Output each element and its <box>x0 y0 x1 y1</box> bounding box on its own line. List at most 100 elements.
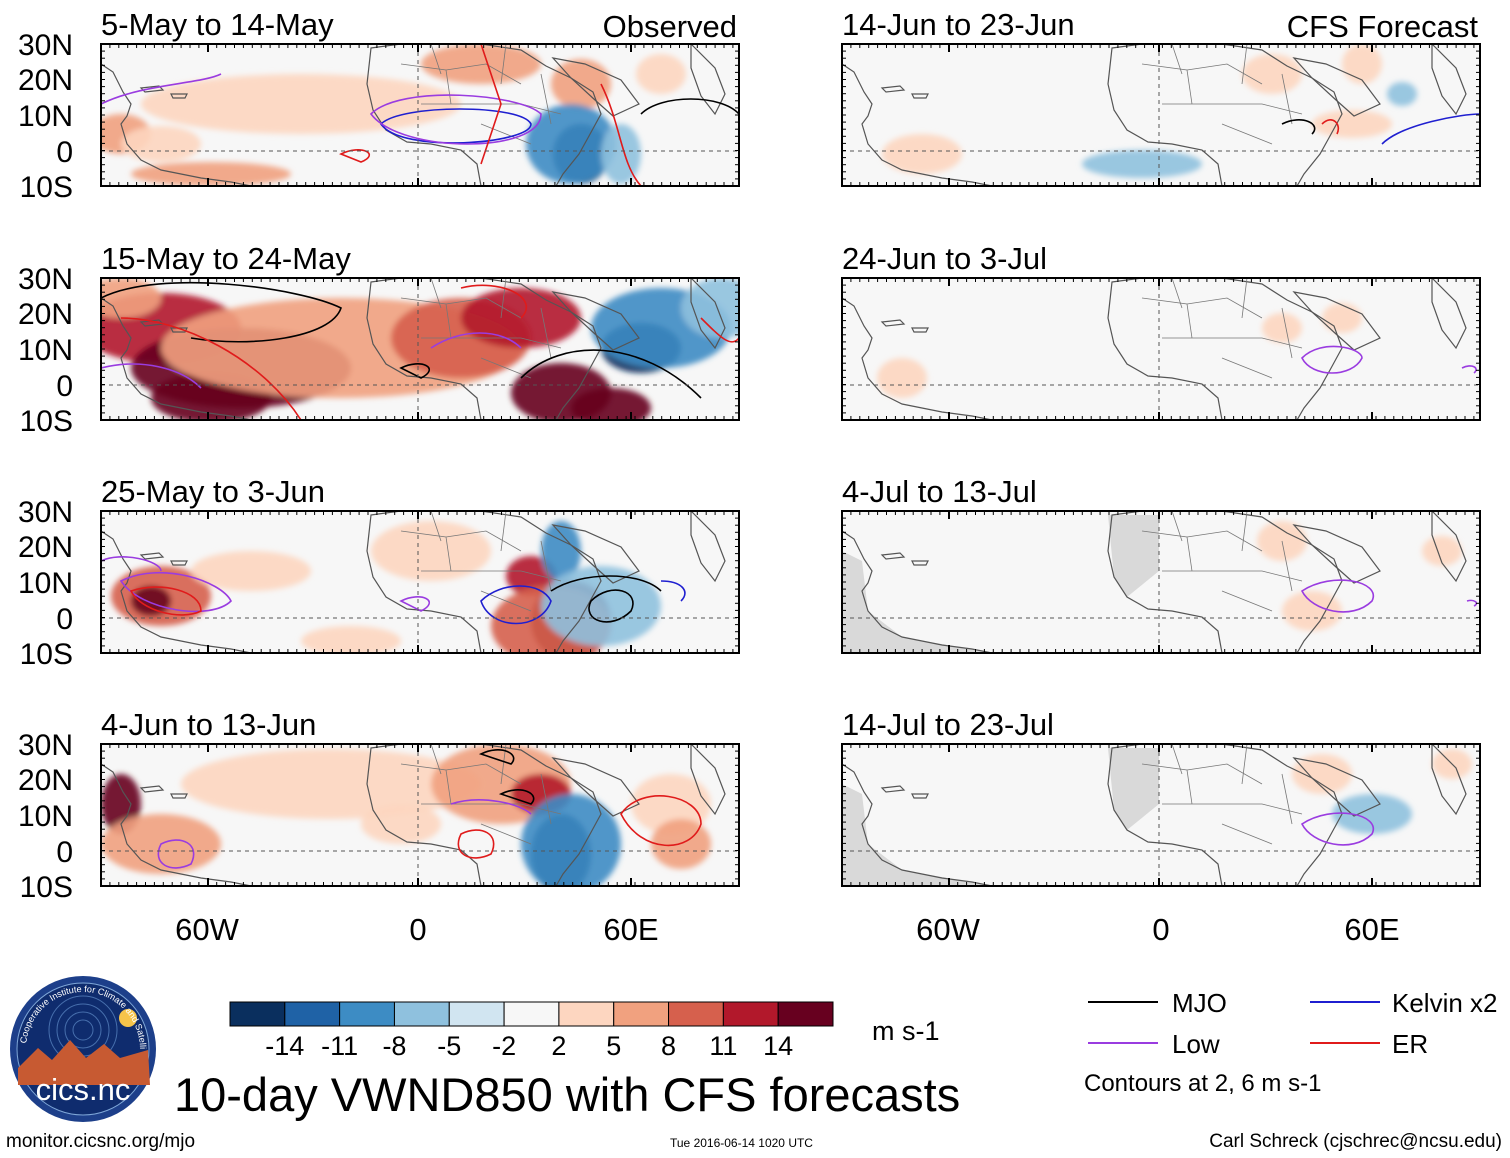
colorbar-units: m s-1 <box>872 1016 940 1046</box>
lat-label: 20N <box>18 531 73 564</box>
contour-er <box>129 586 202 616</box>
lat-label: 10N <box>18 100 73 133</box>
colorbar-tick-label: 11 <box>709 1031 737 1061</box>
contour-low <box>1300 579 1375 613</box>
contour-er <box>700 317 739 343</box>
contour-low <box>430 332 522 349</box>
coastline <box>1431 511 1467 583</box>
contour-low <box>1461 365 1477 374</box>
footer-url[interactable]: monitor.cicsnc.org/mjo <box>6 1131 196 1152</box>
lat-label: 10S <box>20 171 73 204</box>
lon-axis-left: 60W 0 60E <box>175 912 658 947</box>
coastline <box>880 319 929 333</box>
colorbar-tick-label: 14 <box>763 1031 793 1061</box>
contour-er <box>600 83 642 186</box>
map-panel-fc-4: 14-Jul to 23-Jul <box>841 707 1481 887</box>
country-borders <box>400 278 562 379</box>
lat-label: 0 <box>56 370 73 403</box>
coastline <box>551 291 640 351</box>
colorbar-swatch <box>503 1001 560 1027</box>
panel-period-title: 15-May to 24-May <box>101 241 351 276</box>
contour-mjo <box>1281 119 1316 135</box>
coastline <box>690 278 726 350</box>
coastline <box>139 785 188 799</box>
lat-label: 0 <box>56 603 73 636</box>
contour-mjo <box>640 98 739 115</box>
tick-marks <box>100 510 739 654</box>
colorbar-tick-label: -2 <box>492 1031 516 1061</box>
panel-period-title: 25-May to 3-Jun <box>101 474 325 509</box>
coastline <box>880 785 929 799</box>
lon-axis-right: 60W 0 60E <box>916 912 1399 947</box>
lat-label: 30N <box>18 263 73 296</box>
contour-mjo <box>498 789 535 805</box>
coastline <box>1292 524 1381 584</box>
tick-marks <box>841 43 1480 187</box>
colorbar-swatch <box>722 1001 779 1027</box>
contour-mjo <box>550 575 662 592</box>
contour-er <box>460 284 528 319</box>
coastline <box>366 744 602 886</box>
panel-period-title: 14-Jul to 23-Jul <box>842 707 1054 742</box>
coastline <box>1431 744 1467 816</box>
coastline <box>551 57 640 117</box>
panel-period-title: 4-Jul to 13-Jul <box>842 474 1037 509</box>
lat-label: 10S <box>20 405 73 438</box>
contour-mjo <box>399 363 430 379</box>
contour-kel <box>480 585 552 625</box>
colorbar-swatch <box>777 1001 834 1027</box>
legend-label-kelvin: Kelvin x2 <box>1392 988 1498 1018</box>
footer-author: Carl Schreck (cjschrec@ncsu.edu) <box>1209 1131 1502 1152</box>
contour-er <box>480 44 502 165</box>
contour-low <box>369 94 542 145</box>
figure-title: 10-day VWND850 with CFS forecasts <box>174 1068 960 1121</box>
contour-mjo <box>101 281 342 343</box>
tick-marks <box>841 743 1480 887</box>
legend-label-low: Low <box>1172 1029 1220 1059</box>
contour-er <box>1321 119 1340 135</box>
colorbar-tick-label: 8 <box>661 1031 676 1061</box>
forecast-header: CFS Forecast <box>1287 9 1479 44</box>
tick-marks <box>841 510 1480 654</box>
map-panel-fc-1: 14-Jun to 23-Jun <box>841 7 1481 187</box>
contour-low <box>157 839 195 869</box>
coastline <box>842 763 993 886</box>
coastline <box>842 530 993 653</box>
coastline <box>1107 278 1343 420</box>
country-borders <box>400 511 562 612</box>
colorbar-swatch <box>229 1001 286 1027</box>
colorbar-swatch <box>613 1001 670 1027</box>
lat-label: 30N <box>18 29 73 62</box>
tick-marks <box>100 43 739 187</box>
map-panel-fc-2: 24-Jun to 3-Jul <box>841 241 1481 421</box>
lon-label: 60W <box>916 912 980 947</box>
coastline <box>1107 44 1343 186</box>
coastline <box>366 511 602 653</box>
legend-note: Contours at 2, 6 m s-1 <box>1084 1070 1321 1097</box>
panel-background <box>842 278 1480 420</box>
contour-mjo <box>588 589 634 623</box>
lat-label: 20N <box>18 64 73 97</box>
coastline <box>1292 57 1381 117</box>
wind-shading <box>877 303 1362 398</box>
wind-shading <box>1292 749 1472 834</box>
lon-label: 60E <box>1344 912 1399 947</box>
tick-marks <box>841 277 1480 421</box>
country-borders <box>1141 44 1303 145</box>
panel-period-title: 5-May to 14-May <box>101 7 334 42</box>
colorbar: -14 -11 -8 -5 -2 2 5 8 11 14 <box>229 1001 834 1061</box>
panel-period-title: 14-Jun to 23-Jun <box>842 7 1075 42</box>
contour-low <box>1301 345 1363 374</box>
coastline <box>1431 278 1467 350</box>
coastline <box>690 44 726 116</box>
colorbar-swatch <box>339 1001 395 1027</box>
lat-label: 0 <box>56 136 73 169</box>
colorbar-tick-label: -5 <box>437 1031 461 1061</box>
contour-kel <box>1381 113 1480 145</box>
map-panel-fc-3: 4-Jul to 13-Jul <box>841 474 1481 654</box>
observed-header: Observed <box>603 9 737 44</box>
lat-label: 0 <box>56 836 73 869</box>
